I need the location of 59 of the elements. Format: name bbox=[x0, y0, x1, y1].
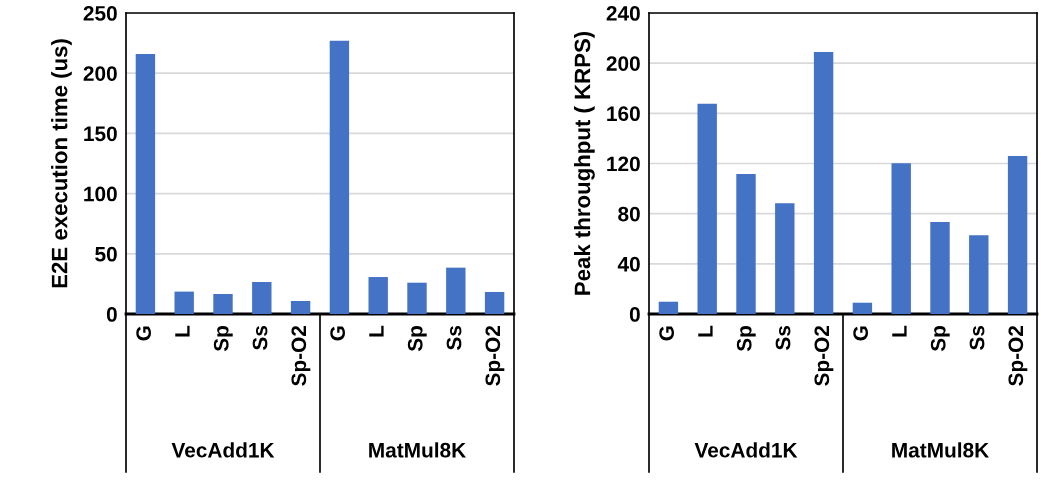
x-tick-label: Sp bbox=[930, 325, 950, 352]
text: MatMul8K bbox=[369, 442, 466, 458]
x-tick-label: G bbox=[853, 326, 868, 341]
x-tick-label: L bbox=[175, 325, 190, 337]
bar bbox=[775, 203, 795, 314]
bar bbox=[852, 302, 873, 314]
bar bbox=[891, 163, 911, 314]
y-tick-label: 80 bbox=[618, 206, 640, 222]
bar bbox=[290, 301, 311, 314]
bar bbox=[446, 267, 466, 314]
y-tick-label: 0 bbox=[629, 307, 640, 322]
bar bbox=[1007, 155, 1028, 314]
bar bbox=[736, 173, 756, 314]
y-tick-label: 150 bbox=[84, 126, 117, 142]
bar bbox=[407, 282, 427, 314]
x-tick-label: Ss bbox=[775, 325, 791, 350]
text: VecAdd1K bbox=[171, 442, 275, 458]
x-tick-label: Sp bbox=[736, 325, 756, 352]
x-tick-label: Sp-O2 bbox=[291, 325, 311, 386]
x-tick-label: G bbox=[136, 326, 151, 341]
x-tick-label: Ss bbox=[252, 325, 268, 350]
y-tick-label: 160 bbox=[607, 106, 640, 122]
text: MatMul8K bbox=[892, 442, 989, 458]
x-tick-label: Sp bbox=[213, 325, 233, 352]
y-tick-label: 40 bbox=[617, 256, 640, 272]
bar bbox=[368, 277, 388, 314]
y-tick-label: 200 bbox=[606, 56, 640, 71]
x-tick-label: Sp-O2 bbox=[814, 325, 834, 386]
bar bbox=[174, 291, 194, 314]
x-tick-label: G bbox=[659, 326, 674, 341]
bar bbox=[484, 291, 505, 314]
x-tick-label: Ss bbox=[446, 325, 462, 350]
bar bbox=[813, 51, 834, 314]
x-tick-label: Ss bbox=[969, 325, 985, 350]
bar bbox=[252, 281, 272, 314]
y-axis-title: E2E execution time (us) bbox=[51, 39, 72, 288]
bar bbox=[135, 53, 156, 314]
bar bbox=[697, 103, 717, 314]
x-tick-label: L bbox=[698, 325, 713, 337]
bar bbox=[658, 301, 679, 314]
x-tick-label: Sp-O2 bbox=[1008, 325, 1028, 386]
bar bbox=[969, 235, 989, 314]
x-tick-label: L bbox=[369, 325, 384, 337]
bar bbox=[213, 294, 233, 314]
y-tick-label: 240 bbox=[606, 6, 640, 21]
y-tick-label: 100 bbox=[84, 186, 117, 202]
y-tick-label: 120 bbox=[607, 156, 640, 172]
x-tick-label: G bbox=[330, 326, 345, 341]
text: VecAdd1K bbox=[694, 442, 798, 458]
y-tick-label: 0 bbox=[106, 307, 117, 322]
x-tick-label: Sp bbox=[407, 325, 427, 352]
bar bbox=[329, 40, 350, 314]
y-axis-title: Peak throughput ( KRPS) bbox=[573, 31, 595, 295]
y-tick-label: 250 bbox=[83, 6, 117, 21]
x-tick-label: Sp-O2 bbox=[485, 325, 505, 386]
bar bbox=[930, 221, 950, 314]
x-tick-label: L bbox=[892, 325, 907, 337]
y-tick-label: 50 bbox=[95, 246, 117, 262]
y-tick-label: 200 bbox=[83, 66, 117, 81]
